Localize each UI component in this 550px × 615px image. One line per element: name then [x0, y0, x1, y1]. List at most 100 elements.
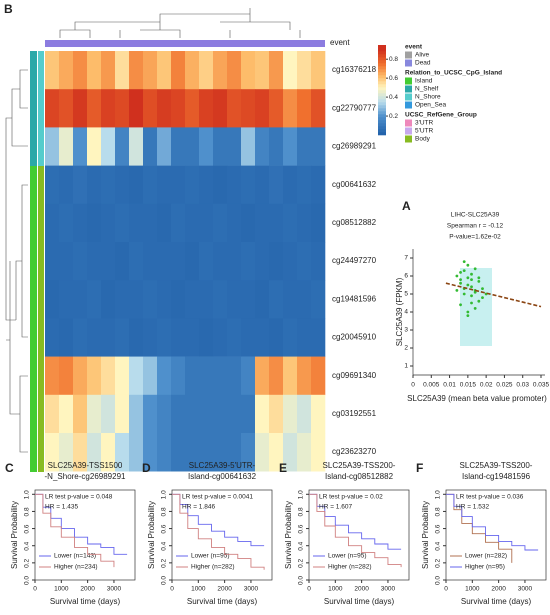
heat-cell	[255, 127, 270, 166]
heat-cell	[227, 165, 242, 205]
y-tick-label: 0.4	[161, 541, 168, 550]
heat-cell	[73, 51, 88, 90]
legend-swatch	[405, 77, 412, 85]
y-tick-label: 0.2	[298, 558, 305, 567]
heat-cell	[45, 394, 60, 434]
row-label: cg22790777	[332, 103, 377, 112]
colorbar-slice	[378, 96, 386, 100]
heat-cell	[255, 89, 270, 128]
heat-cell	[157, 433, 172, 472]
heat-cell	[269, 89, 284, 128]
annotation: LR test p-value = 0.02	[319, 494, 383, 501]
heat-cell	[185, 356, 200, 396]
heat-cell	[157, 165, 172, 205]
density-shade	[460, 268, 492, 346]
cpg-strip	[30, 166, 37, 472]
x-tick-label: 0.03	[516, 382, 529, 389]
point	[459, 281, 462, 285]
row-label: cg16376218	[332, 65, 377, 74]
heat-cell	[283, 242, 298, 281]
heat-cell	[185, 318, 200, 357]
heat-cell	[269, 165, 284, 205]
x-tick-label: 0.02	[480, 382, 493, 389]
panel-letter: F	[416, 461, 423, 475]
heat-cell	[213, 318, 228, 357]
heat-cell	[129, 433, 144, 472]
heat-cell	[59, 242, 74, 281]
heat-cell	[129, 280, 144, 319]
survival-curve	[35, 493, 128, 555]
heat-cell	[101, 318, 116, 357]
heat-cell	[157, 203, 172, 243]
heat-cell	[199, 318, 214, 357]
panel-letter: C	[5, 461, 14, 475]
point	[470, 301, 473, 305]
heat-cell	[297, 356, 312, 396]
point	[466, 263, 470, 267]
colorbar-slice	[378, 90, 386, 94]
heat-cell	[199, 433, 214, 472]
point	[477, 276, 481, 280]
y-tick-label: 0.6	[435, 524, 442, 533]
heat-cell	[45, 318, 60, 357]
heat-cell	[283, 280, 298, 319]
legend-title: Relation_to_UCSC_CpG_Island	[405, 70, 502, 77]
y-tick-label: 1.0	[161, 490, 168, 499]
y-tick-label: 0.8	[24, 507, 31, 516]
x-tick-label: 3000	[518, 586, 533, 593]
heat-cell	[101, 165, 116, 205]
chart-title: Island-cg08512882	[325, 472, 394, 481]
heat-cell	[255, 356, 270, 396]
x-axis-label: Survival time (days)	[461, 597, 532, 606]
heat-cell	[101, 433, 116, 472]
heat-cell	[297, 89, 312, 128]
point	[466, 283, 470, 287]
x-tick-label: 3000	[107, 586, 122, 593]
point	[470, 278, 473, 281]
legend-swatch	[405, 127, 412, 135]
heat-cell	[283, 318, 298, 357]
heat-cell	[185, 394, 200, 434]
heat-cell	[101, 89, 116, 128]
heat-cell	[199, 89, 214, 128]
heat-cell	[255, 280, 270, 319]
heat-cell	[59, 356, 74, 396]
panel-letter: B	[4, 2, 13, 16]
heat-cell	[199, 127, 214, 166]
heat-cell	[185, 242, 200, 281]
colorbar-slice	[378, 48, 386, 52]
heat-cell	[269, 242, 284, 281]
legend-swatch	[405, 85, 412, 93]
x-tick-label: 2000	[491, 586, 506, 593]
x-tick-label: 0	[33, 586, 37, 593]
heat-cell	[143, 356, 158, 396]
heat-cell	[101, 394, 116, 434]
heat-cell	[199, 203, 214, 243]
x-tick-label: 3000	[244, 586, 259, 593]
heat-cell	[87, 318, 102, 357]
heat-cell	[115, 433, 130, 472]
heat-cell	[157, 51, 172, 90]
y-tick-label: 2	[404, 345, 408, 352]
colorbar-slice	[378, 72, 386, 76]
y-tick-label: 0.8	[435, 507, 442, 516]
heat-cell	[157, 127, 172, 166]
heat-cell	[129, 318, 144, 357]
heat-cell	[115, 280, 130, 319]
col-label: event	[330, 38, 350, 47]
row-label: cg00641632	[332, 180, 377, 189]
left-dendrogram	[5, 69, 28, 453]
panel-letter: E	[279, 461, 287, 475]
legend-title: event	[405, 44, 423, 51]
heat-cell	[45, 203, 60, 243]
heat-cell	[241, 127, 256, 166]
heat-cell	[157, 242, 172, 281]
chart-title: SLC25A39-TSS200-	[460, 461, 533, 470]
y-tick-label: 0.8	[161, 507, 168, 516]
legend-swatch	[405, 101, 412, 109]
y-axis-label: Survival Probability	[10, 501, 19, 569]
heat-cell	[227, 433, 242, 472]
point	[459, 303, 462, 307]
point	[459, 278, 462, 281]
